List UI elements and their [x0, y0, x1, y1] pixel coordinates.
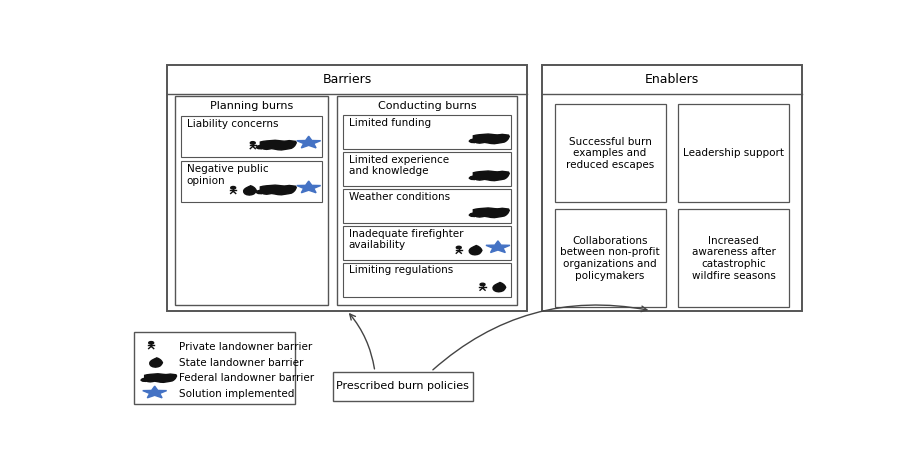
Polygon shape	[474, 171, 510, 181]
Bar	[343, 152, 511, 186]
Text: Federal landowner barrier: Federal landowner barrier	[179, 373, 314, 384]
Polygon shape	[297, 136, 320, 148]
Polygon shape	[486, 241, 510, 253]
Text: Leadership support: Leadership support	[684, 148, 785, 158]
Polygon shape	[256, 190, 263, 194]
Polygon shape	[474, 208, 510, 218]
Polygon shape	[144, 374, 177, 383]
Text: Limiting regulations: Limiting regulations	[348, 266, 453, 275]
Bar	[678, 104, 789, 203]
Text: Barriers: Barriers	[322, 73, 372, 86]
Polygon shape	[297, 181, 320, 193]
Text: State landowner barrier: State landowner barrier	[179, 357, 304, 368]
Bar	[542, 65, 802, 311]
Polygon shape	[141, 378, 147, 381]
Text: Prescribed burn policies: Prescribed burn policies	[336, 381, 469, 391]
Text: Limited experience
and knowledge: Limited experience and knowledge	[348, 155, 448, 176]
Bar	[343, 189, 511, 223]
Bar	[343, 263, 511, 297]
Bar	[555, 104, 666, 203]
Text: Negative public
opinion: Negative public opinion	[187, 164, 269, 186]
Text: Collaborations
between non-profit
organizations and
policymakers: Collaborations between non-profit organi…	[560, 236, 660, 281]
Circle shape	[149, 342, 153, 344]
Circle shape	[251, 142, 255, 144]
Text: Increased
awareness after
catastrophic
wildfire seasons: Increased awareness after catastrophic w…	[692, 236, 776, 281]
Text: Weather conditions: Weather conditions	[348, 192, 450, 202]
Polygon shape	[469, 246, 482, 255]
Text: Limited funding: Limited funding	[348, 117, 430, 128]
Polygon shape	[469, 139, 476, 143]
Polygon shape	[256, 145, 263, 149]
Bar	[343, 226, 511, 260]
Polygon shape	[244, 186, 256, 195]
Polygon shape	[493, 282, 506, 292]
Bar	[133, 332, 295, 404]
Text: Planning burns: Planning burns	[210, 102, 293, 111]
Bar	[175, 96, 328, 305]
Text: Successful burn
examples and
reduced escapes: Successful burn examples and reduced esc…	[566, 137, 654, 170]
Polygon shape	[469, 176, 476, 179]
Bar	[336, 96, 518, 305]
Circle shape	[231, 186, 235, 189]
Bar	[181, 116, 322, 157]
Text: Inadequate firefighter
availability: Inadequate firefighter availability	[348, 228, 463, 250]
Text: Conducting burns: Conducting burns	[378, 102, 476, 111]
Bar	[333, 372, 473, 401]
Polygon shape	[469, 213, 476, 217]
Text: Private landowner barrier: Private landowner barrier	[179, 342, 312, 351]
Bar	[181, 161, 322, 202]
Polygon shape	[474, 134, 510, 144]
Polygon shape	[261, 140, 296, 150]
Bar	[678, 209, 789, 308]
Text: Liability concerns: Liability concerns	[187, 119, 279, 130]
Circle shape	[456, 246, 461, 249]
Bar	[343, 115, 511, 149]
Circle shape	[480, 283, 485, 286]
Polygon shape	[261, 185, 296, 195]
Polygon shape	[150, 358, 162, 367]
Text: Solution implemented: Solution implemented	[179, 390, 295, 399]
Bar	[555, 209, 666, 308]
Text: Enablers: Enablers	[645, 73, 699, 86]
Bar	[167, 65, 528, 311]
Polygon shape	[143, 386, 167, 398]
